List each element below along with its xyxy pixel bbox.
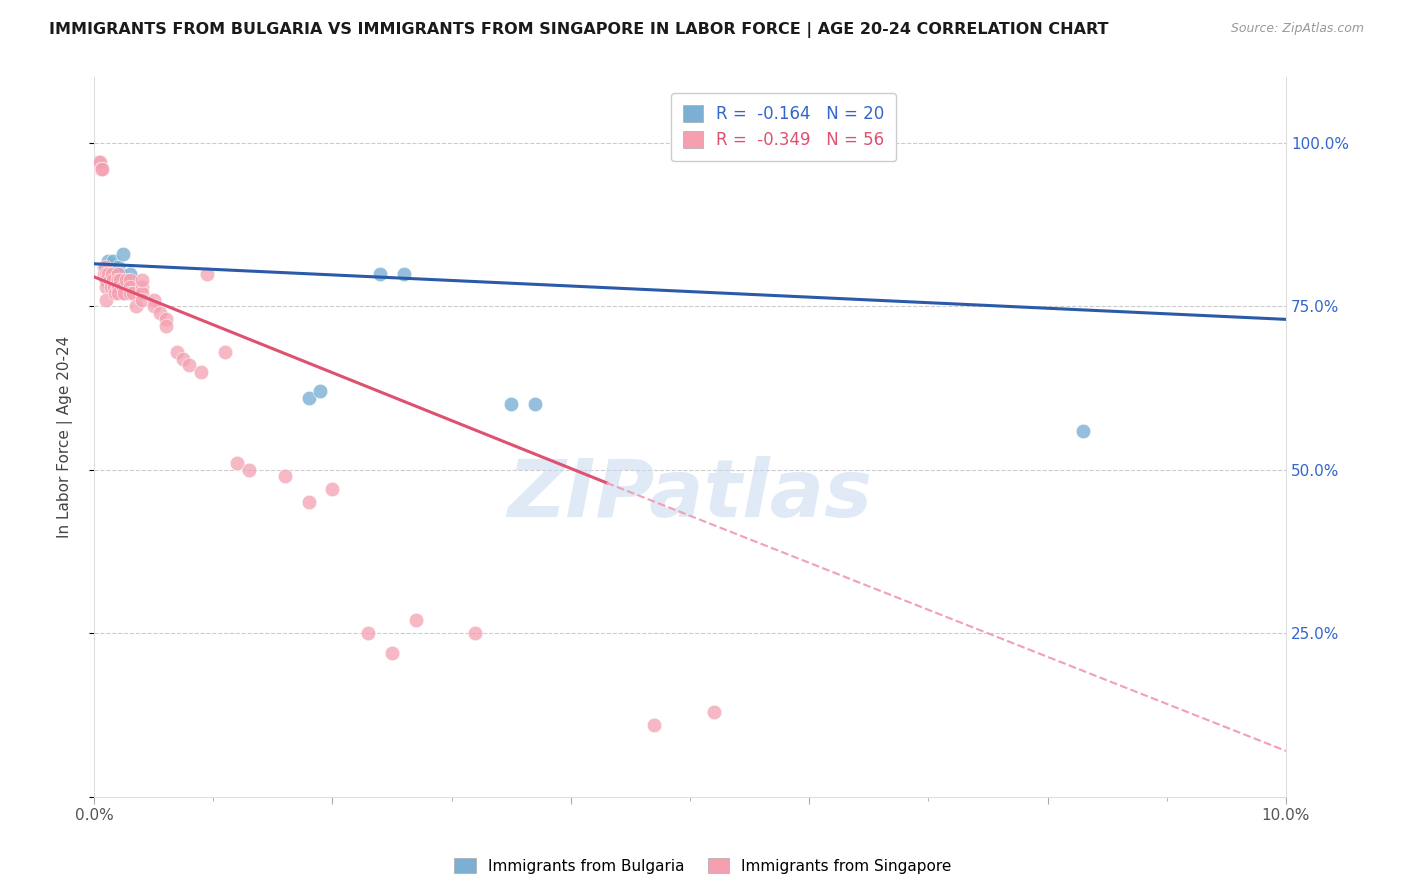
Point bbox=[357, 626, 380, 640]
Point bbox=[94, 273, 117, 287]
Point bbox=[98, 273, 121, 287]
Point bbox=[107, 279, 129, 293]
Point bbox=[297, 391, 319, 405]
Point bbox=[107, 273, 129, 287]
Point bbox=[226, 456, 249, 470]
Point bbox=[321, 483, 343, 497]
Point bbox=[125, 299, 148, 313]
Point bbox=[112, 286, 135, 301]
Point bbox=[179, 358, 201, 372]
Point bbox=[97, 267, 120, 281]
Point bbox=[91, 161, 114, 176]
Point bbox=[274, 469, 297, 483]
Point bbox=[110, 273, 132, 287]
Point bbox=[86, 155, 108, 169]
Point bbox=[107, 267, 129, 281]
Point bbox=[107, 286, 129, 301]
Point bbox=[104, 273, 127, 287]
Point bbox=[93, 267, 115, 281]
Text: Source: ZipAtlas.com: Source: ZipAtlas.com bbox=[1230, 22, 1364, 36]
Point bbox=[94, 279, 117, 293]
Point bbox=[94, 267, 117, 281]
Point bbox=[238, 463, 260, 477]
Point bbox=[524, 397, 547, 411]
Point bbox=[118, 286, 141, 301]
Point bbox=[110, 267, 132, 281]
Point bbox=[131, 273, 153, 287]
Point bbox=[131, 286, 153, 301]
Point bbox=[405, 613, 427, 627]
Point bbox=[214, 345, 236, 359]
Point bbox=[111, 247, 134, 261]
Point bbox=[195, 267, 218, 281]
Point bbox=[155, 318, 177, 333]
Point bbox=[118, 267, 141, 281]
Point bbox=[643, 718, 665, 732]
Point bbox=[101, 267, 124, 281]
Point bbox=[148, 306, 170, 320]
Point bbox=[464, 626, 486, 640]
Point bbox=[101, 273, 124, 287]
Point bbox=[93, 260, 115, 274]
Point bbox=[309, 384, 332, 399]
Text: ZIPatlas: ZIPatlas bbox=[508, 456, 873, 533]
Point bbox=[93, 260, 115, 274]
Point bbox=[97, 253, 120, 268]
Point bbox=[107, 260, 129, 274]
Point bbox=[368, 267, 391, 281]
Point bbox=[100, 279, 122, 293]
Point bbox=[122, 286, 145, 301]
Y-axis label: In Labor Force | Age 20-24: In Labor Force | Age 20-24 bbox=[58, 336, 73, 538]
Point bbox=[142, 299, 165, 313]
Point bbox=[94, 293, 117, 307]
Legend: R =  -0.164   N = 20, R =  -0.349   N = 56: R = -0.164 N = 20, R = -0.349 N = 56 bbox=[671, 93, 896, 161]
Text: IMMIGRANTS FROM BULGARIA VS IMMIGRANTS FROM SINGAPORE IN LABOR FORCE | AGE 20-24: IMMIGRANTS FROM BULGARIA VS IMMIGRANTS F… bbox=[49, 22, 1109, 38]
Point bbox=[118, 279, 141, 293]
Point bbox=[131, 293, 153, 307]
Point bbox=[297, 495, 319, 509]
Point bbox=[89, 155, 111, 169]
Point bbox=[101, 267, 124, 281]
Point bbox=[190, 365, 212, 379]
Point bbox=[115, 273, 138, 287]
Point bbox=[101, 253, 124, 268]
Point bbox=[107, 273, 129, 287]
Point bbox=[1073, 424, 1095, 438]
Point bbox=[118, 273, 141, 287]
Point bbox=[111, 279, 134, 293]
Point bbox=[131, 279, 153, 293]
Legend: Immigrants from Bulgaria, Immigrants from Singapore: Immigrants from Bulgaria, Immigrants fro… bbox=[449, 852, 957, 880]
Point bbox=[103, 279, 125, 293]
Point bbox=[166, 345, 188, 359]
Point bbox=[501, 397, 523, 411]
Point bbox=[392, 267, 415, 281]
Point bbox=[90, 161, 112, 176]
Point bbox=[142, 293, 165, 307]
Point bbox=[155, 312, 177, 326]
Point bbox=[172, 351, 194, 366]
Point bbox=[703, 705, 725, 719]
Point bbox=[381, 646, 404, 660]
Point bbox=[94, 273, 117, 287]
Point bbox=[104, 286, 127, 301]
Point bbox=[114, 286, 136, 301]
Point bbox=[98, 267, 121, 281]
